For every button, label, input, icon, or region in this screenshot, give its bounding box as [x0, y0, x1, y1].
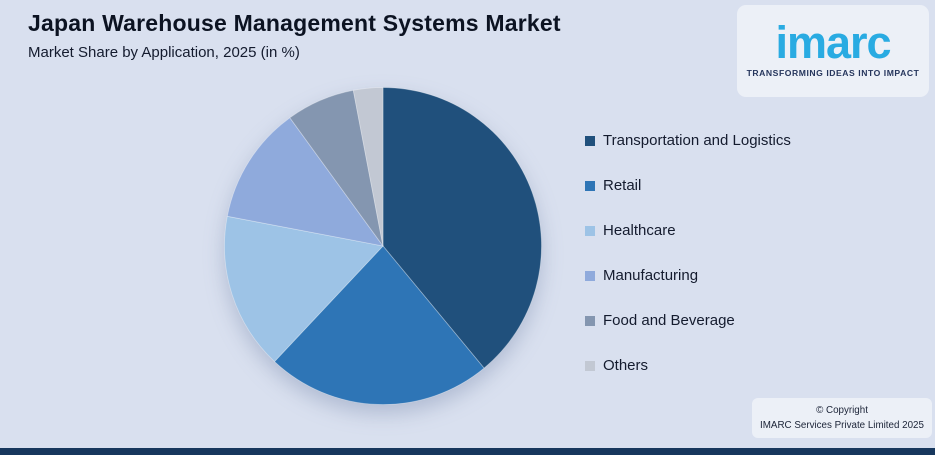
- legend-item: Healthcare: [585, 221, 791, 240]
- legend-label: Food and Beverage: [603, 312, 735, 329]
- page-title: Japan Warehouse Management Systems Marke…: [28, 10, 561, 36]
- legend-item: Others: [585, 356, 791, 375]
- copyright-line2: IMARC Services Private Limited 2025: [760, 420, 924, 431]
- legend-item: Retail: [585, 176, 791, 195]
- legend-swatch-icon: [585, 135, 595, 146]
- legend-label: Healthcare: [603, 222, 676, 239]
- pie-slice-5: [289, 89, 384, 247]
- header: Japan Warehouse Management Systems Marke…: [28, 10, 561, 61]
- pie-slice-3: [224, 215, 384, 363]
- legend-swatch-icon: [585, 180, 595, 191]
- bottom-accent-bar: [0, 448, 935, 455]
- legend-item: Transportation and Logistics: [585, 131, 791, 150]
- legend-label: Manufacturing: [603, 267, 699, 284]
- copyright-line1: © Copyright: [816, 405, 868, 416]
- pie-chart-svg: [224, 87, 542, 405]
- legend-swatch-icon: [585, 225, 595, 236]
- imarc-logo: imarc TRANSFORMING IDEAS INTO IMPACT: [737, 5, 929, 97]
- legend-item: Manufacturing: [585, 266, 791, 285]
- pie-chart: [223, 86, 543, 406]
- legend-item: Food and Beverage: [585, 311, 791, 330]
- legend-label: Retail: [603, 177, 642, 194]
- legend-label: Others: [603, 357, 649, 374]
- imarc-tagline: TRANSFORMING IDEAS INTO IMPACT: [746, 67, 920, 78]
- pie-slice-4: [226, 117, 384, 247]
- legend-swatch-icon: [585, 315, 595, 326]
- legend-label: Transportation and Logistics: [603, 132, 791, 149]
- copyright: © Copyright IMARC Services Private Limit…: [752, 398, 932, 438]
- legend-swatch-icon: [585, 270, 595, 281]
- pie-slice-1: [382, 87, 542, 369]
- pie-slice-2: [273, 245, 485, 405]
- legend: Transportation and Logistics Retail Health…: [585, 131, 791, 375]
- legend-swatch-icon: [585, 360, 595, 371]
- pie-slice-6: [352, 87, 384, 247]
- page-subtitle: Market Share by Application, 2025 (in %): [28, 44, 300, 61]
- imarc-wordmark: imarc: [775, 16, 891, 68]
